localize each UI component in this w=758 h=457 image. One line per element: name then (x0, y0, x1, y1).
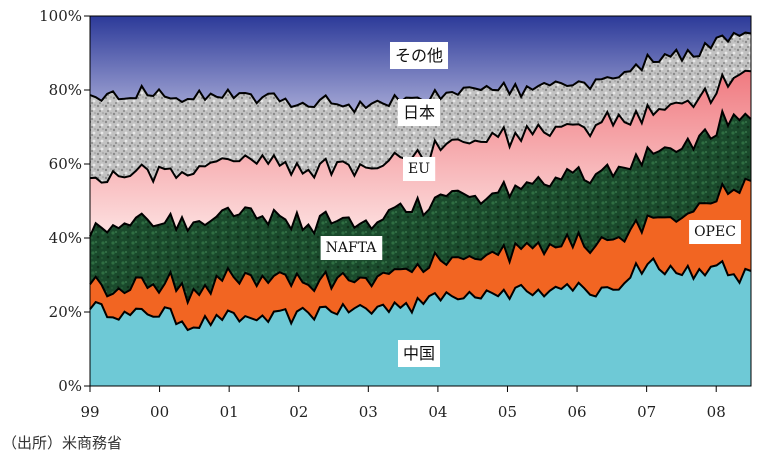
x-tick-label: 05 (498, 403, 517, 421)
series-label-china: 中国 (403, 344, 435, 363)
boundary-line-nafta (89, 108, 752, 237)
series-label-box (397, 99, 441, 126)
area-eu (90, 70, 751, 237)
x-tick-label: 07 (637, 403, 656, 421)
x-tick-label: 06 (568, 403, 587, 421)
series-labels: 中国 OPEC NAFTA EU 日本 その他 (320, 42, 741, 367)
boundary-line-opec (89, 177, 752, 306)
x-tick-label: 02 (289, 403, 308, 421)
series-label-other: その他 (395, 46, 443, 65)
x-tick-label: 00 (150, 403, 169, 421)
series-label-box (689, 220, 741, 244)
series-label-eu: EU (408, 161, 430, 177)
series-label-nafta: NAFTA (326, 240, 378, 256)
area-opec (90, 178, 751, 330)
y-tick-label: 80% (49, 81, 82, 99)
x-tick-label: 03 (359, 403, 378, 421)
axes: 0% 20% 40% 60% 80% 100% 99 00 01 02 03 04 05 06 07 08 (39, 7, 752, 421)
boundary-line-eu (89, 69, 752, 185)
series-label-box (402, 157, 436, 181)
series-label-box (397, 340, 441, 367)
area-layers (89, 16, 752, 386)
source-note: （出所）米商務省 (2, 434, 123, 452)
y-tick-label: 20% (49, 303, 82, 321)
y-tick-label: 0% (58, 377, 82, 395)
series-label-box (320, 236, 383, 260)
x-tick-label: 08 (707, 403, 726, 421)
boundary-line-china (89, 256, 752, 332)
x-tick-label: 01 (220, 403, 239, 421)
y-tick-label: 40% (49, 229, 82, 247)
x-tick-label: 99 (80, 403, 99, 421)
y-tick-label: 60% (49, 155, 82, 173)
series-label-japan: 日本 (403, 103, 435, 122)
plot-frame (89, 15, 752, 387)
x-tick-label: 04 (428, 403, 447, 421)
series-label-opec: OPEC (694, 224, 736, 240)
y-tick-label: 100% (39, 7, 82, 25)
series-label-box (389, 42, 449, 69)
